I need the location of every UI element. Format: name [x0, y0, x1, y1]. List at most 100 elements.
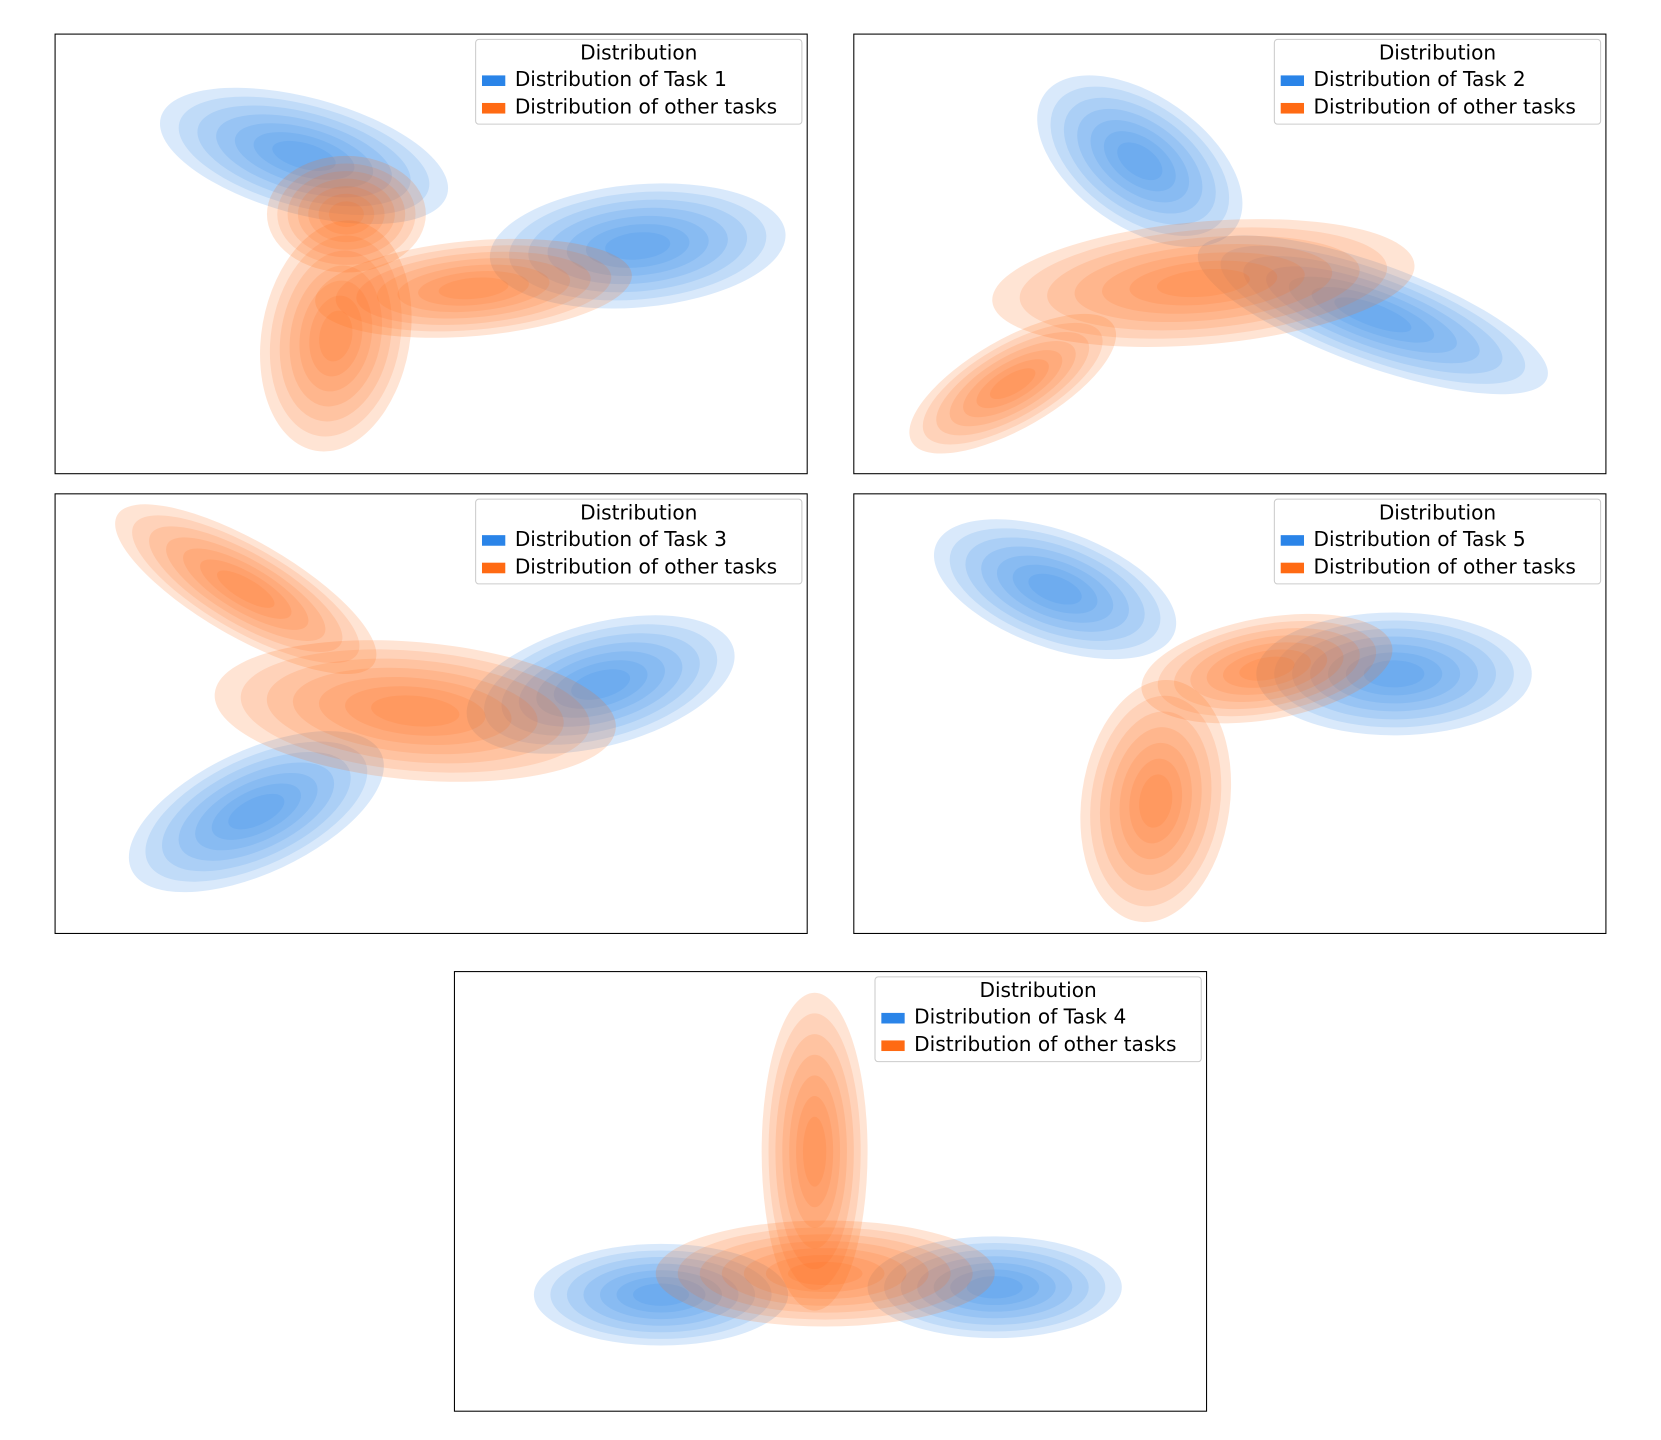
density-contour — [1080, 679, 1232, 923]
density-contour — [1117, 142, 1163, 181]
density-contour — [178, 762, 335, 861]
legend-swatch — [1280, 75, 1305, 87]
density-contour — [900, 1249, 1089, 1325]
density-contour — [789, 1075, 841, 1228]
density-contour — [922, 322, 1103, 445]
density-contour — [309, 295, 363, 377]
density-contour — [345, 686, 486, 736]
density-contour — [761, 992, 868, 1311]
legend-box — [874, 976, 1202, 1063]
density-contour — [289, 265, 383, 407]
legend-label: Distribution of other tasks — [515, 554, 777, 578]
density-contour — [981, 546, 1129, 632]
density-contour — [571, 669, 631, 700]
legend-title: Distribution — [1379, 500, 1496, 524]
legend-box — [1273, 498, 1602, 585]
density-contour — [466, 615, 735, 754]
density-contour — [1019, 227, 1388, 339]
axes-frame — [853, 33, 1607, 475]
density-contour — [253, 132, 355, 180]
density-contour — [585, 224, 690, 268]
legend-swatch — [481, 75, 506, 87]
density-contour — [509, 191, 767, 301]
density-contour — [605, 232, 671, 260]
legend-swatch — [1280, 102, 1305, 114]
density-contour — [1028, 573, 1082, 605]
density-contour — [867, 1236, 1122, 1339]
density-contour — [936, 331, 1090, 436]
density-contour — [319, 310, 353, 362]
density-contour — [1156, 268, 1250, 298]
density-contour — [518, 642, 683, 727]
density-contour — [1363, 660, 1425, 688]
density-contour — [195, 772, 318, 851]
panel: Distribution Distribution of Task 3 Distri… — [54, 493, 808, 934]
density-contour — [228, 793, 285, 830]
legend-label: Distribution of other tasks — [1314, 554, 1576, 578]
density-contour — [1157, 621, 1377, 717]
density-contour — [183, 548, 309, 630]
axes-frame — [54, 33, 808, 475]
legend-label: Distribution of other tasks — [1314, 95, 1576, 119]
density-contour — [1239, 656, 1295, 681]
density-contour — [145, 741, 368, 882]
axes-frame — [453, 971, 1208, 1412]
legend-label: Distribution of Task 2 — [1314, 67, 1526, 91]
density-contour — [1256, 612, 1532, 736]
density-contour — [976, 359, 1049, 409]
density-contour — [356, 251, 591, 325]
density-contour — [933, 1262, 1056, 1312]
density-contour — [599, 1270, 723, 1320]
density-contour — [166, 537, 326, 641]
density-contour — [553, 660, 648, 709]
density-contour — [949, 528, 1161, 650]
density-contour — [909, 313, 1117, 454]
density-contour — [328, 201, 364, 227]
density-contour — [1063, 97, 1216, 225]
legend-swatch — [881, 1040, 905, 1052]
density-contour — [297, 178, 395, 250]
density-contour — [1174, 628, 1360, 710]
legend-title: Distribution — [979, 978, 1096, 1002]
density-contour — [547, 207, 728, 285]
density-contour — [217, 570, 275, 608]
density-contour — [335, 245, 612, 332]
density-contour — [1129, 260, 1278, 306]
density-contour — [963, 350, 1063, 418]
density-contour — [1190, 635, 1344, 703]
density-contour — [550, 1250, 772, 1339]
density-contour — [318, 193, 375, 235]
density-contour — [115, 504, 377, 675]
axes-frame — [853, 493, 1607, 934]
legend-label: Distribution of other tasks — [914, 1032, 1176, 1056]
density-contour — [802, 1116, 827, 1187]
density-contour — [768, 1013, 861, 1290]
density-contour — [132, 515, 360, 664]
plot-area — [933, 519, 1532, 923]
density-contour — [1292, 628, 1496, 720]
legend-label: Distribution of other tasks — [515, 95, 777, 119]
density-contour — [1266, 266, 1480, 364]
density-contour — [489, 183, 786, 309]
density-contour — [933, 519, 1177, 660]
density-contour — [266, 658, 564, 764]
axes-frame — [54, 493, 808, 934]
density-contour — [1047, 235, 1360, 331]
legend-swatch — [481, 102, 506, 114]
density-contour — [287, 171, 406, 258]
density-contour — [234, 123, 374, 189]
density-contour — [1074, 244, 1333, 323]
density-contour — [765, 1254, 885, 1293]
density-contour — [616, 1276, 706, 1313]
density-contour — [269, 235, 402, 437]
plot-area — [159, 87, 786, 452]
density-contour — [989, 368, 1036, 400]
density-contour — [397, 264, 550, 313]
panel: Distribution Distribution of Task 5 Distri… — [853, 493, 1607, 934]
plot-area — [909, 75, 1548, 454]
legend-box — [1273, 38, 1602, 125]
density-contour — [197, 105, 411, 207]
density-contour — [1050, 86, 1230, 236]
density-contour — [1037, 75, 1243, 248]
